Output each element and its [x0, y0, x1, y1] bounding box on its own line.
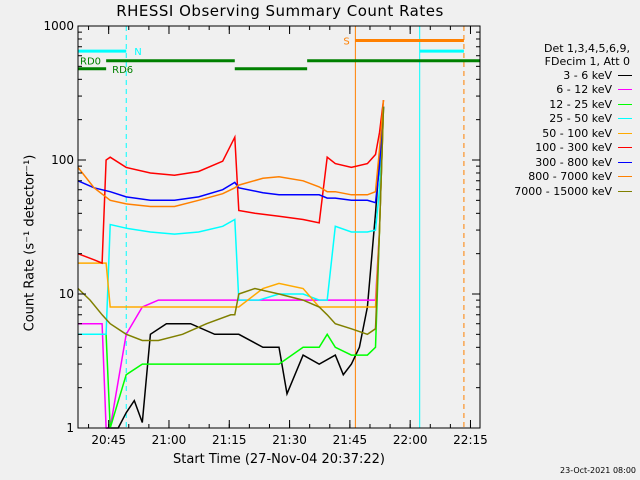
legend-entry-7: 800 - 7000 keV [484, 170, 636, 185]
legend-swatch-4 [618, 132, 632, 134]
legend-swatch-6 [618, 161, 632, 163]
legend-header-line-2: FDecim 1, Att 0 [544, 55, 630, 68]
chart-title: RHESSI Observing Summary Count Rates [116, 2, 444, 20]
state-bar-label-4: N [134, 47, 141, 58]
legend-entry-5: 100 - 300 keV [484, 141, 636, 156]
legend-label-2: 12 - 25 keV [549, 97, 612, 111]
legend-swatch-8 [618, 190, 632, 192]
x-tick-label-4: 21:45 [333, 433, 368, 447]
series-line-1 [78, 106, 385, 429]
state-bar-label-1: RD6 [112, 65, 133, 76]
y-tick-label-3: 1000 [43, 19, 74, 33]
legend-swatch-5 [618, 147, 632, 149]
series-line-7 [77, 100, 385, 208]
x-tick-label-2: 21:15 [212, 433, 247, 447]
x-tick-label-6: 22:15 [453, 433, 488, 447]
plot-frame [77, 25, 481, 429]
legend-entry-4: 50 - 100 keV [484, 126, 636, 141]
legend-label-7: 800 - 7000 keV [528, 170, 612, 184]
legend-label-5: 100 - 300 keV [535, 141, 612, 155]
legend-swatch-1 [618, 89, 632, 91]
y-tick-label-1: 10 [59, 287, 74, 301]
legend-swatch-3 [618, 118, 632, 120]
legend-label-8: 7000 - 15000 keV [514, 184, 612, 198]
series-line-5 [77, 100, 385, 265]
y-tick-label-2: 100 [51, 153, 74, 167]
legend-label-4: 50 - 100 keV [542, 126, 612, 140]
legend-label-0: 3 - 6 keV [563, 68, 612, 82]
x-axis-label: Start Time (27-Nov-04 20:37:22) [173, 452, 385, 467]
series-line-0 [106, 106, 385, 429]
footer-timestamp: 23-Oct-2021 08:00 [560, 466, 636, 475]
x-tick-label-3: 21:30 [272, 433, 307, 447]
state-bar-label-6: S [343, 36, 349, 47]
legend-header-line-1: Det 1,3,4,5,6,9, [543, 42, 630, 55]
x-tick-label-0: 20:45 [91, 433, 126, 447]
legend-swatch-0 [618, 74, 632, 76]
legend-swatch-7 [618, 176, 632, 178]
series-line-2 [78, 106, 385, 429]
legend-swatch-2 [618, 103, 632, 105]
y-axis-label: Count Rate (s⁻¹ detector⁻¹) [22, 154, 38, 332]
legend-label-6: 300 - 800 keV [535, 155, 612, 169]
legend-entry-3: 25 - 50 keV [484, 112, 636, 127]
state-bar-label-0: RD0 [80, 57, 101, 68]
legend-label-3: 25 - 50 keV [549, 112, 612, 126]
legend-entry-6: 300 - 800 keV [484, 155, 636, 170]
x-tick-label-1: 21:00 [152, 433, 187, 447]
legend-label-1: 6 - 12 keV [556, 83, 612, 97]
x-tick-label-5: 22:00 [393, 433, 428, 447]
legend-entry-0: 3 - 6 keV [484, 68, 636, 83]
y-tick-label-0: 1 [66, 421, 74, 435]
legend-entry-2: 12 - 25 keV [484, 97, 636, 112]
legend-entry-1: 6 - 12 keV [484, 83, 636, 98]
legend-entry-8: 7000 - 15000 keV [484, 184, 636, 199]
series-line-4 [78, 106, 385, 308]
series-line-8 [77, 106, 385, 342]
legend-entries: 3 - 6 keV 6 - 12 keV 12 - 25 keV 25 - 50 ke… [484, 68, 636, 199]
series-line-6 [77, 106, 385, 204]
legend: Det 1,3,4,5,6,9, FDecim 1, Att 0 3 - 6 k… [484, 42, 636, 199]
